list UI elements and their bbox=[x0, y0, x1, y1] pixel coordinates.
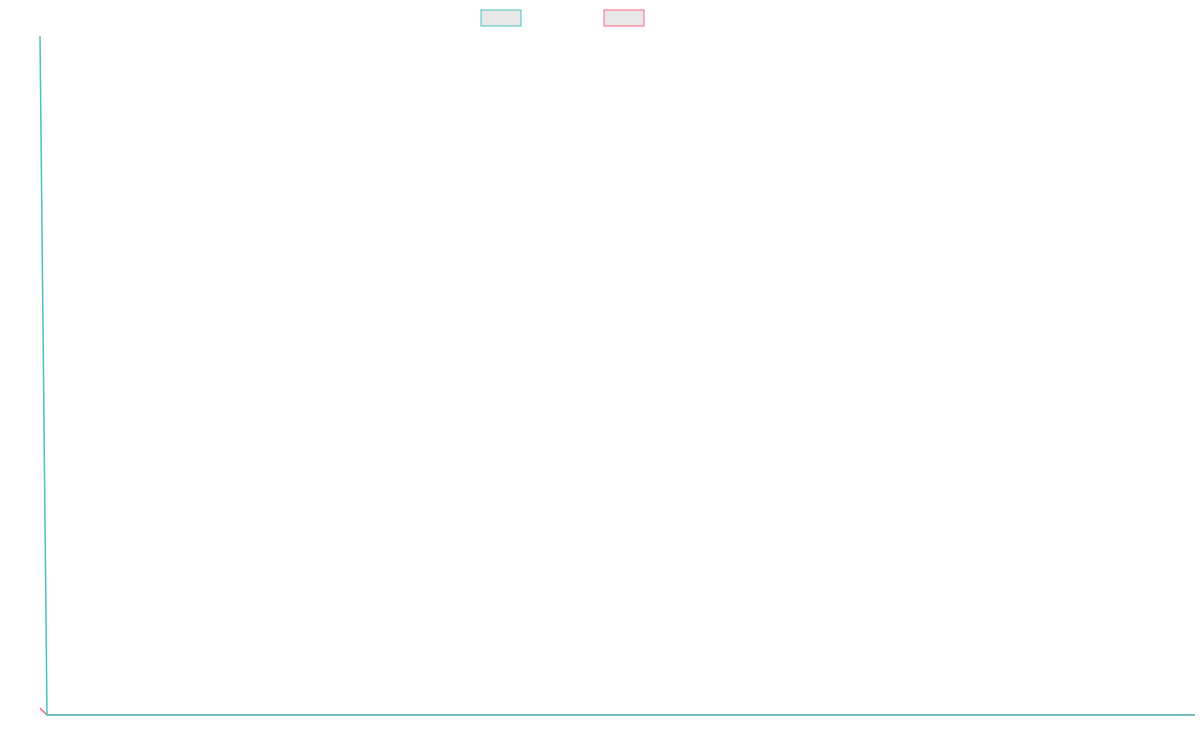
legend-swatch bbox=[603, 9, 645, 27]
legend-swatch bbox=[480, 9, 522, 27]
series-line bbox=[39, 707, 1195, 716]
series-line bbox=[39, 35, 1195, 716]
